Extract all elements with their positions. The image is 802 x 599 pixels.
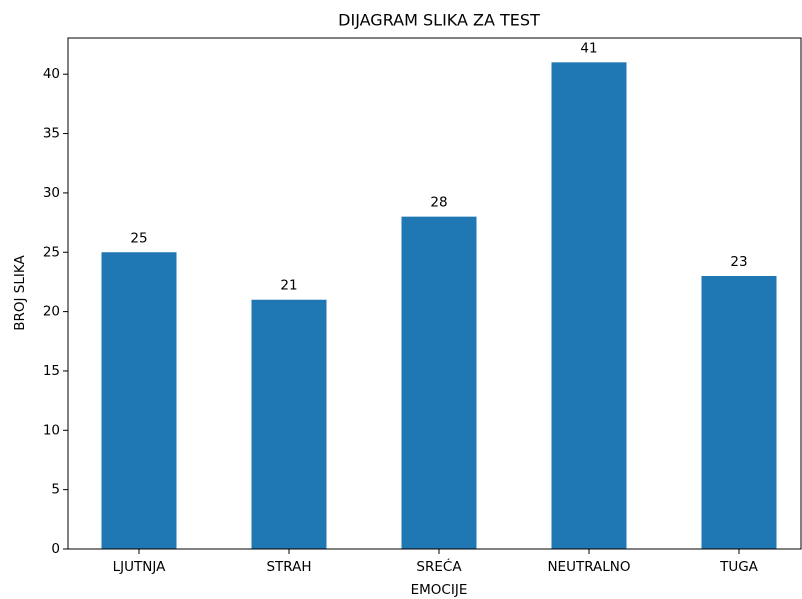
data-label: 23 bbox=[730, 254, 747, 270]
data-label: 25 bbox=[130, 230, 147, 246]
y-tick-label: 40 bbox=[43, 66, 60, 82]
x-tick-label: TUGA bbox=[719, 559, 759, 575]
x-tick-label: NEUTRALNO bbox=[547, 559, 630, 575]
bar bbox=[101, 252, 177, 550]
bar bbox=[551, 62, 627, 549]
bar bbox=[701, 275, 777, 549]
y-tick-label: 30 bbox=[43, 185, 60, 201]
y-axis-label: BROJ SLIKA bbox=[12, 255, 28, 331]
y-tick-label: 0 bbox=[51, 541, 60, 557]
y-tick-label: 5 bbox=[51, 482, 60, 498]
data-label: 41 bbox=[580, 40, 597, 56]
data-label: 21 bbox=[280, 278, 297, 294]
y-tick-label: 10 bbox=[43, 422, 60, 438]
x-tick-label: SREĆA bbox=[416, 557, 462, 575]
bar bbox=[251, 299, 327, 549]
y-tick-label: 35 bbox=[43, 126, 60, 142]
plot-frame bbox=[67, 37, 802, 550]
x-axis-label: EMOCIJE bbox=[411, 582, 468, 598]
chart-title: DIJAGRAM SLIKA ZA TEST bbox=[338, 11, 540, 30]
y-tick-label: 20 bbox=[43, 304, 60, 320]
y-tick-label: 15 bbox=[43, 363, 60, 379]
x-tick-label: STRAH bbox=[266, 559, 311, 575]
bar bbox=[401, 216, 477, 549]
x-tick-label: LJUTNJA bbox=[113, 559, 166, 575]
data-label: 28 bbox=[430, 195, 447, 211]
y-tick-label: 25 bbox=[43, 244, 60, 260]
